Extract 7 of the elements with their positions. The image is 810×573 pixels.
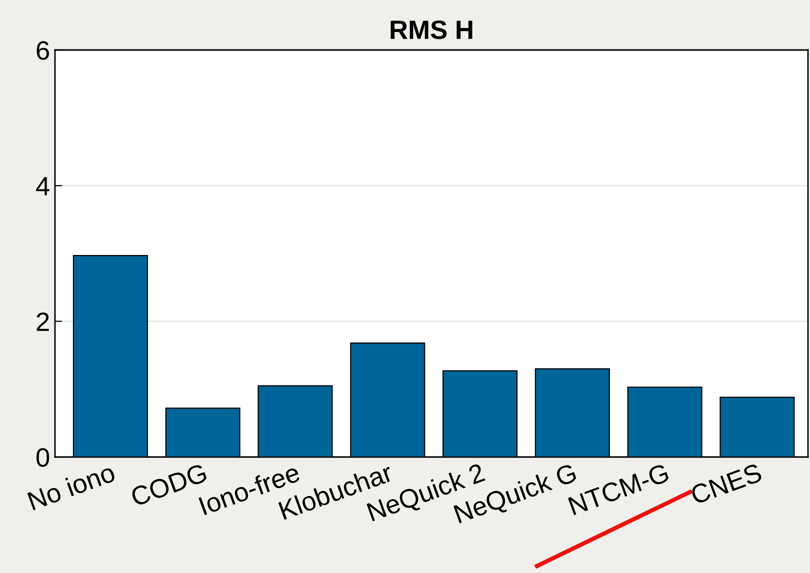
y-tick-label: 2: [36, 312, 49, 331]
x-tick-label: CNES: [690, 462, 763, 505]
x-tick-label: No iono: [27, 466, 116, 510]
y-tick-label: 6: [36, 41, 49, 60]
chart-title: RMS H: [390, 20, 472, 40]
y-tick-label: 0: [36, 448, 50, 467]
y-tick-label: 4: [36, 177, 50, 196]
